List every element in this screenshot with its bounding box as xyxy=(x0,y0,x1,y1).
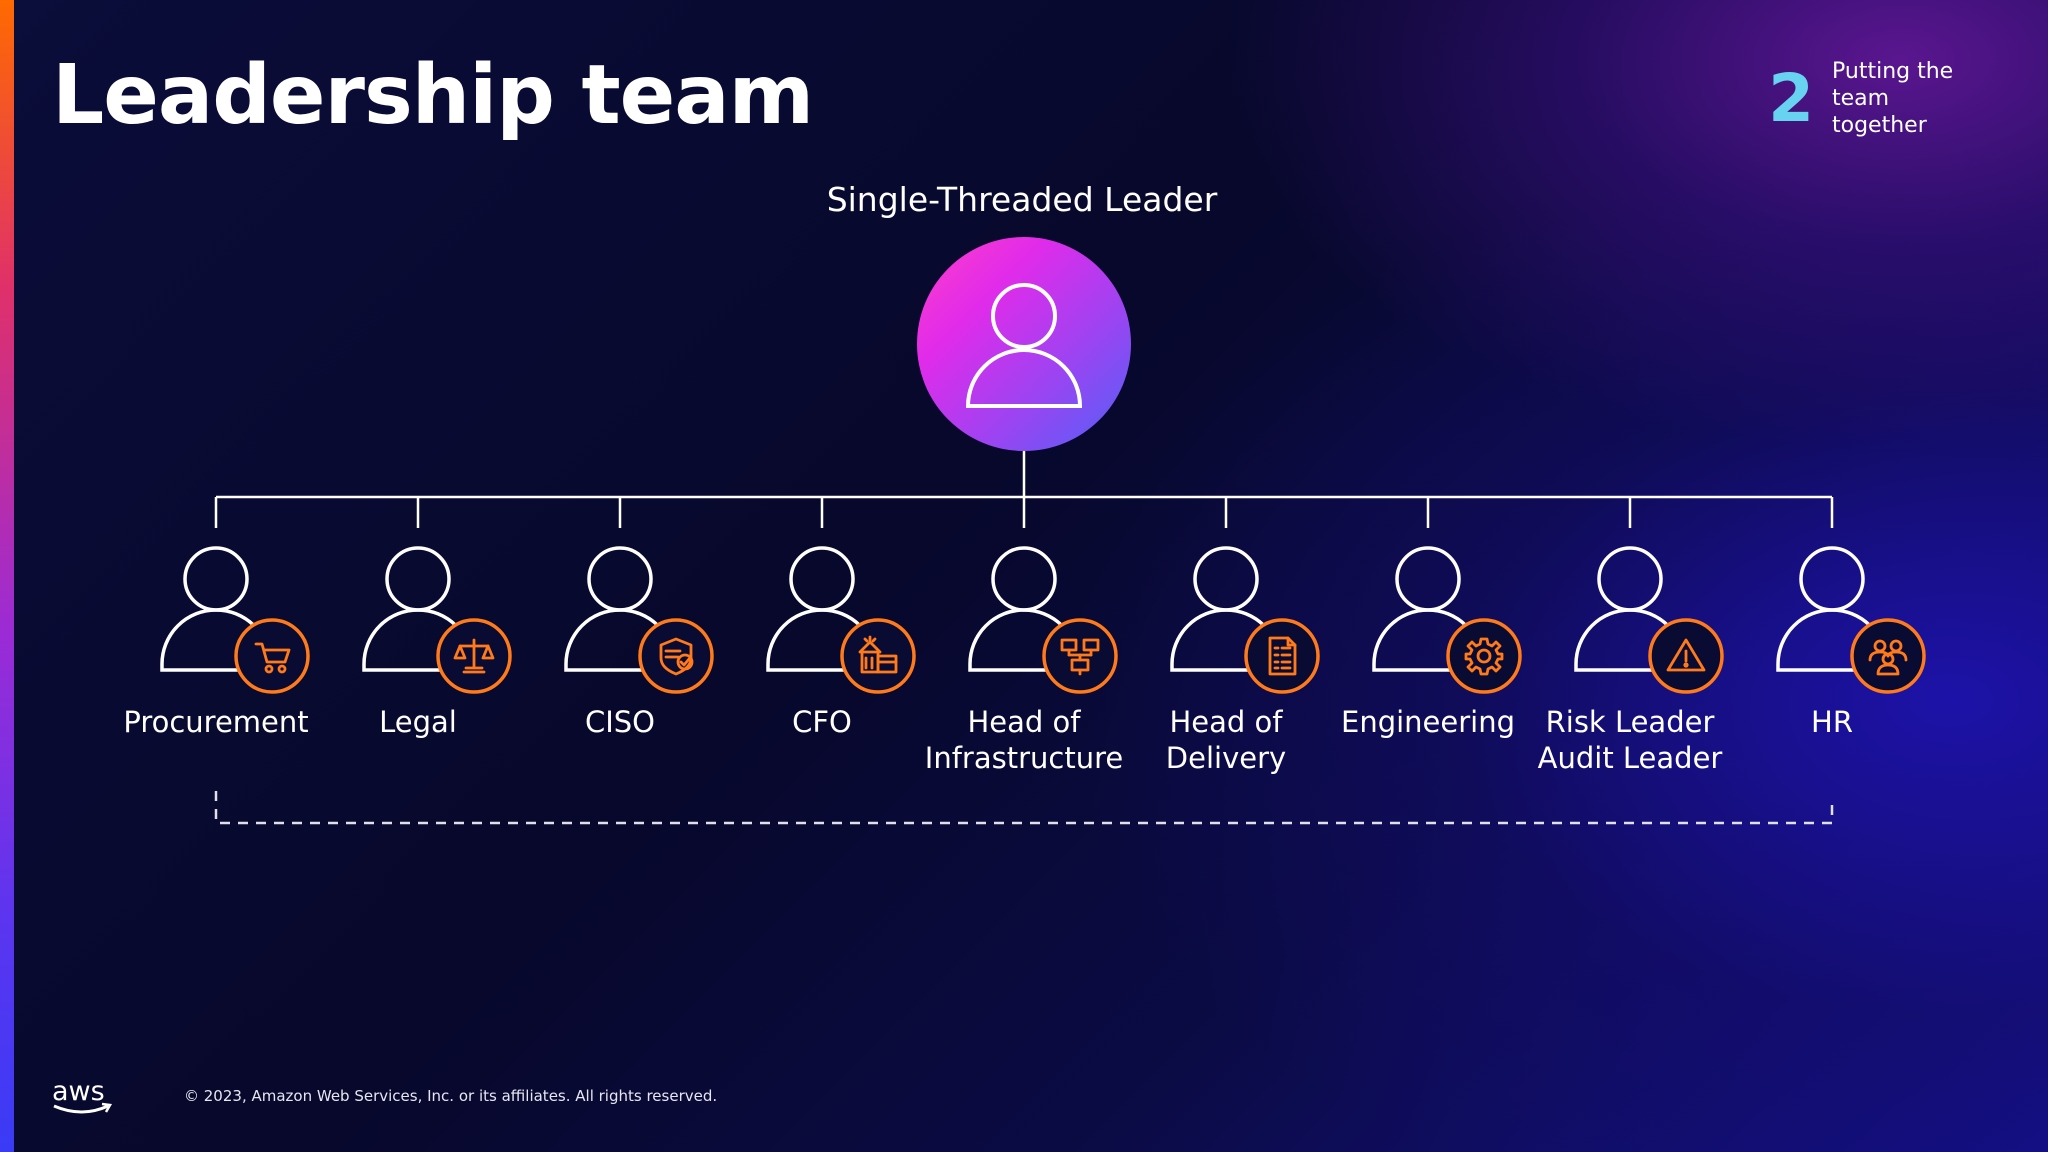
section-title: Putting the team together xyxy=(1832,59,1954,138)
role-label: Engineering xyxy=(1341,705,1515,739)
root-label: Single-Threaded Leader xyxy=(826,180,1218,219)
role-node xyxy=(160,546,310,694)
role-node xyxy=(766,546,916,694)
role-label: Legal xyxy=(379,705,457,739)
bank-building-icon xyxy=(840,618,916,694)
role-node xyxy=(1170,546,1320,694)
role-label: Head of Delivery xyxy=(1165,705,1287,775)
shopping-cart-icon xyxy=(234,618,310,694)
root-node xyxy=(917,237,1131,451)
leader-person-icon xyxy=(965,283,1083,408)
copyright-text: © 2023, Amazon Web Services, Inc. or its… xyxy=(184,1087,718,1105)
aws-logo: aws xyxy=(52,1076,113,1114)
team-bracket xyxy=(214,791,1834,825)
network-structure-icon xyxy=(1042,618,1118,694)
checklist-document-icon xyxy=(1244,618,1320,694)
role-label: CISO xyxy=(584,705,656,739)
role-label: CFO xyxy=(792,705,852,739)
shield-check-icon xyxy=(638,618,714,694)
role-node xyxy=(1574,546,1724,694)
role-node xyxy=(564,546,714,694)
section-number: 2 xyxy=(1768,59,1814,137)
section-marker: 2 Putting the team together xyxy=(1768,58,1982,139)
slide-title: Leadership team xyxy=(52,48,814,143)
scales-icon xyxy=(436,618,512,694)
role-label: Procurement xyxy=(123,705,309,739)
warning-triangle-icon xyxy=(1648,618,1724,694)
role-node xyxy=(968,546,1118,694)
role-node xyxy=(1372,546,1522,694)
role-node xyxy=(362,546,512,694)
role-label: Head of Infrastructure xyxy=(924,705,1124,775)
connector-lines xyxy=(214,451,1834,528)
role-label: Risk Leader Audit Leader xyxy=(1537,705,1723,775)
gear-icon xyxy=(1446,618,1522,694)
svg-text:aws: aws xyxy=(52,1076,105,1107)
role-label: HR xyxy=(1811,705,1853,739)
people-group-icon xyxy=(1850,618,1926,694)
edge-gradient-bar xyxy=(0,0,14,1152)
role-node xyxy=(1776,546,1926,694)
